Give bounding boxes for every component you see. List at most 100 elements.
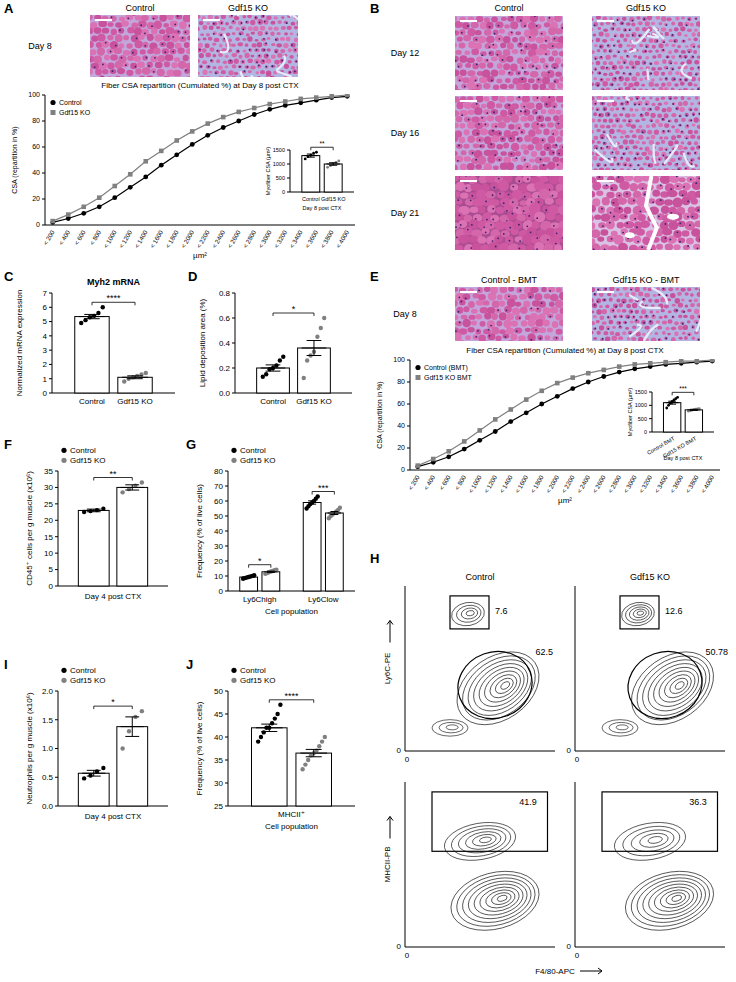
fiber xyxy=(649,119,653,122)
fiber xyxy=(501,17,507,21)
fiber xyxy=(610,38,615,41)
fiber xyxy=(90,69,93,75)
fiber xyxy=(651,135,656,140)
fiber xyxy=(97,47,105,55)
fiber xyxy=(614,33,618,37)
fiber xyxy=(668,50,672,54)
fiber xyxy=(637,101,642,106)
nucleus xyxy=(641,246,643,248)
fiber xyxy=(530,28,538,36)
nucleus xyxy=(686,137,688,139)
fiber xyxy=(543,143,551,151)
fiber xyxy=(657,168,662,170)
fiber xyxy=(667,130,671,133)
fiber xyxy=(635,151,639,155)
fiber xyxy=(654,130,659,135)
fiber xyxy=(688,38,692,41)
fiber xyxy=(162,34,171,42)
fiber xyxy=(523,71,529,75)
fiber xyxy=(186,48,190,54)
fiber xyxy=(681,16,685,19)
fiber xyxy=(497,63,503,69)
fiber xyxy=(134,27,142,35)
fiber xyxy=(556,287,562,292)
nucleus xyxy=(291,44,293,46)
nucleus xyxy=(679,90,681,91)
fiber xyxy=(122,62,129,67)
fiber xyxy=(154,77,161,78)
fiber xyxy=(147,34,154,41)
fiber xyxy=(456,116,463,122)
fiber xyxy=(235,37,240,41)
fiber xyxy=(229,15,233,18)
fiber xyxy=(631,23,635,27)
fiber xyxy=(162,48,169,54)
nucleus xyxy=(111,16,113,18)
fiber xyxy=(625,77,630,82)
fiber xyxy=(654,61,659,65)
nucleus xyxy=(536,248,538,250)
fiber xyxy=(493,29,499,35)
fiber xyxy=(491,56,498,61)
nucleus xyxy=(554,81,556,83)
fiber xyxy=(602,39,607,43)
fiber xyxy=(631,76,637,81)
fiber xyxy=(592,82,594,86)
fiber xyxy=(638,135,644,140)
fiber xyxy=(232,53,238,57)
fiber xyxy=(541,71,547,77)
fiber xyxy=(633,145,638,149)
fiber xyxy=(634,82,639,87)
fiber xyxy=(624,101,629,106)
nucleus xyxy=(667,56,669,58)
fiber xyxy=(642,49,647,53)
fiber xyxy=(517,110,524,116)
fiber xyxy=(550,129,558,136)
fiber xyxy=(700,163,701,167)
nucleus xyxy=(153,18,155,20)
interstitium xyxy=(647,33,658,37)
fiber xyxy=(90,49,96,55)
fiber xyxy=(265,65,269,69)
fiber xyxy=(146,76,154,77)
fiber xyxy=(539,164,548,170)
fiber xyxy=(238,31,243,35)
fiber xyxy=(492,96,499,101)
nucleus xyxy=(546,65,548,67)
fiber xyxy=(473,143,480,148)
fiber xyxy=(459,43,466,49)
fiber xyxy=(471,242,481,250)
fiber xyxy=(455,164,458,170)
nucleus xyxy=(509,227,511,229)
fiber xyxy=(467,57,475,63)
fiber xyxy=(687,97,691,100)
fiber xyxy=(288,71,292,75)
nucleus xyxy=(678,158,680,160)
fiber xyxy=(113,47,122,54)
nucleus xyxy=(458,145,460,147)
nucleus xyxy=(562,237,563,239)
fiber xyxy=(470,16,478,17)
fiber xyxy=(628,83,633,88)
nucleus xyxy=(613,23,615,25)
fiber xyxy=(225,66,229,69)
fiber xyxy=(245,21,249,25)
fiber xyxy=(661,16,666,21)
fiber xyxy=(131,22,138,28)
fiber xyxy=(678,157,682,161)
fiber xyxy=(479,63,486,69)
fiber xyxy=(674,163,678,167)
fiber xyxy=(467,96,473,100)
fiber xyxy=(563,83,564,89)
tissue-bg xyxy=(455,287,563,341)
fiber xyxy=(593,22,598,27)
fiber xyxy=(695,191,700,198)
fiber xyxy=(505,236,514,244)
fiber xyxy=(511,143,520,152)
fiber xyxy=(206,65,211,69)
nucleus xyxy=(492,44,494,46)
fiber xyxy=(166,27,175,34)
fiber xyxy=(547,42,556,49)
fiber xyxy=(506,56,513,62)
fiber xyxy=(517,58,524,64)
